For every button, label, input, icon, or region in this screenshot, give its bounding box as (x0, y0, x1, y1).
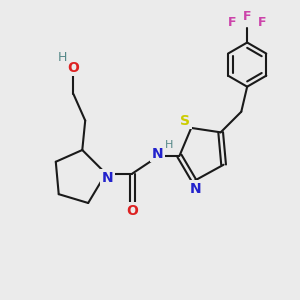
Text: N: N (101, 171, 113, 185)
Text: O: O (68, 61, 80, 75)
Text: S: S (180, 114, 190, 128)
Text: F: F (243, 10, 251, 23)
Text: O: O (126, 204, 138, 218)
Text: F: F (228, 16, 236, 29)
Text: N: N (152, 146, 163, 161)
Text: N: N (190, 182, 202, 196)
Text: H: H (165, 140, 173, 150)
Text: F: F (258, 16, 267, 29)
Text: H: H (58, 51, 67, 64)
